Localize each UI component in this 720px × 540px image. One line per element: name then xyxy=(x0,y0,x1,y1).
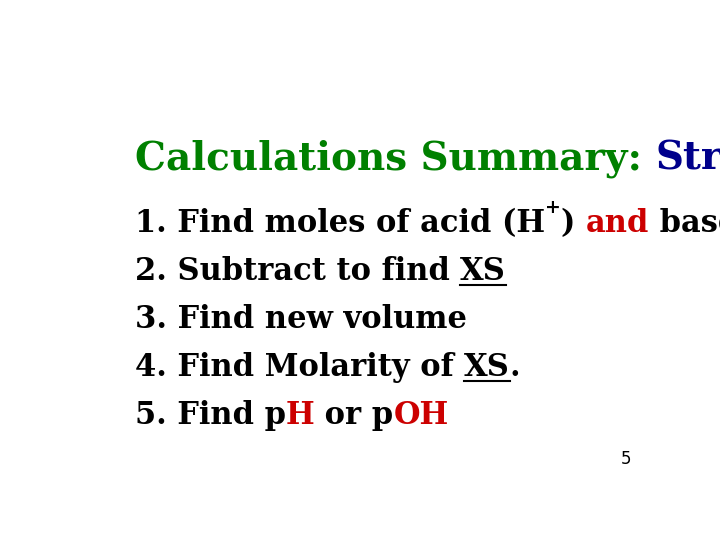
Text: 1. Find moles of acid (H: 1. Find moles of acid (H xyxy=(135,208,545,239)
Text: .: . xyxy=(510,352,521,383)
Text: 4. Find Molarity of: 4. Find Molarity of xyxy=(135,352,464,383)
Text: 5. Find p: 5. Find p xyxy=(135,400,286,430)
Text: 3. Find new volume: 3. Find new volume xyxy=(135,304,467,335)
Text: H: H xyxy=(286,400,315,430)
Text: Calculations Summary:: Calculations Summary: xyxy=(135,140,655,178)
Text: and: and xyxy=(585,208,649,239)
Text: base (OH: base (OH xyxy=(649,208,720,239)
Text: XS: XS xyxy=(464,352,510,383)
Text: OH: OH xyxy=(394,400,449,430)
Text: or p: or p xyxy=(315,400,394,430)
Text: Strong-Strong: Strong-Strong xyxy=(655,140,720,178)
Text: +: + xyxy=(545,199,561,217)
Text: 5: 5 xyxy=(621,450,631,468)
Text: ): ) xyxy=(561,208,585,239)
Text: 2. Subtract to find: 2. Subtract to find xyxy=(135,256,460,287)
Text: XS: XS xyxy=(460,256,506,287)
